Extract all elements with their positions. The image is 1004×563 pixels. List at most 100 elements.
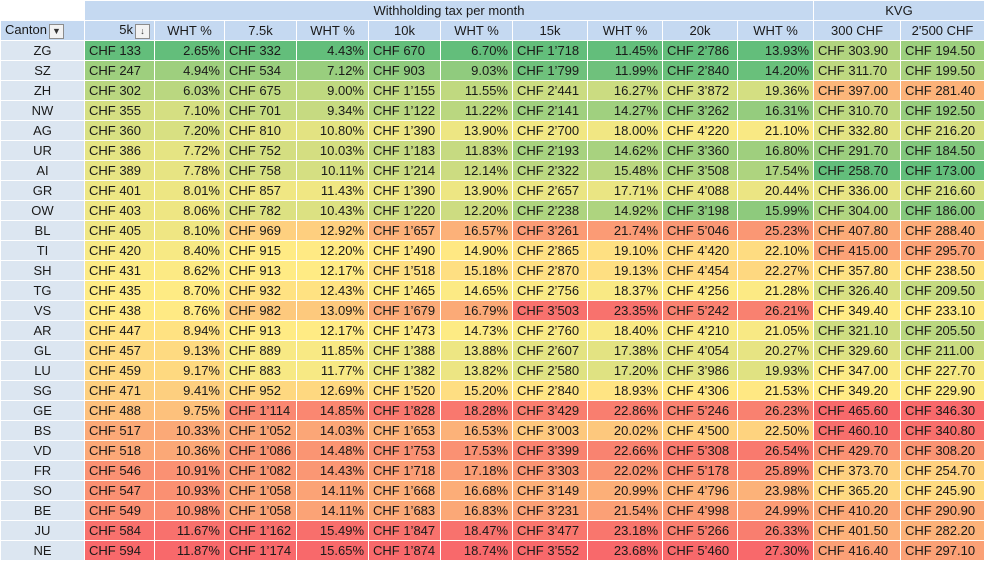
amount-cell[interactable]: CHF 915 xyxy=(224,240,297,261)
wht-percent-cell[interactable]: 23.18% xyxy=(587,520,663,541)
amount-cell[interactable]: CHF 192.50 xyxy=(900,100,985,121)
wht-percent-cell[interactable]: 23.35% xyxy=(587,300,663,321)
amount-cell[interactable]: CHF 310.70 xyxy=(813,100,901,121)
amount-cell[interactable]: CHF 373.70 xyxy=(813,460,901,481)
amount-cell[interactable]: CHF 1’183 xyxy=(368,140,441,161)
amount-cell[interactable]: CHF 5’308 xyxy=(662,440,738,461)
wht-percent-cell[interactable]: 15.18% xyxy=(440,260,513,281)
amount-cell[interactable]: CHF 4’796 xyxy=(662,480,738,501)
canton-cell[interactable]: NE xyxy=(0,540,85,561)
amount-cell[interactable]: CHF 3’262 xyxy=(662,100,738,121)
amount-cell[interactable]: CHF 3’477 xyxy=(512,520,588,541)
wht-percent-cell[interactable]: 10.91% xyxy=(154,460,225,481)
wht-percent-cell[interactable]: 7.20% xyxy=(154,120,225,141)
amount-cell[interactable]: CHF 4’306 xyxy=(662,380,738,401)
wht-percent-cell[interactable]: 21.74% xyxy=(587,220,663,241)
wht-percent-cell[interactable]: 18.74% xyxy=(440,540,513,561)
wht-percent-cell[interactable]: 4.43% xyxy=(296,40,369,61)
amount-cell[interactable]: CHF 1’058 xyxy=(224,500,297,521)
wht-percent-cell[interactable]: 21.05% xyxy=(737,320,814,341)
amount-cell[interactable]: CHF 594 xyxy=(84,540,155,561)
wht-percent-cell[interactable]: 14.48% xyxy=(296,440,369,461)
wht-percent-cell[interactable]: 14.65% xyxy=(440,280,513,301)
amount-cell[interactable]: CHF 584 xyxy=(84,520,155,541)
amount-cell[interactable]: CHF 517 xyxy=(84,420,155,441)
wht-percent-cell[interactable]: 14.43% xyxy=(296,460,369,481)
amount-cell[interactable]: CHF 1’679 xyxy=(368,300,441,321)
amount-cell[interactable]: CHF 340.80 xyxy=(900,420,985,441)
amount-cell[interactable]: CHF 1’657 xyxy=(368,220,441,241)
wht-percent-cell[interactable]: 13.93% xyxy=(737,40,814,61)
canton-cell[interactable]: BE xyxy=(0,500,85,521)
amount-cell[interactable]: CHF 302 xyxy=(84,80,155,101)
wht-percent-cell[interactable]: 11.55% xyxy=(440,80,513,101)
wht-percent-cell[interactable]: 7.72% xyxy=(154,140,225,161)
amount-cell[interactable]: CHF 308.20 xyxy=(900,440,985,461)
amount-cell[interactable]: CHF 4’998 xyxy=(662,500,738,521)
amount-cell[interactable]: CHF 782 xyxy=(224,200,297,221)
wht-percent-cell[interactable]: 16.31% xyxy=(737,100,814,121)
amount-cell[interactable]: CHF 889 xyxy=(224,340,297,361)
wht-percent-cell[interactable]: 18.93% xyxy=(587,380,663,401)
amount-cell[interactable]: CHF 332 xyxy=(224,40,297,61)
amount-cell[interactable]: CHF 857 xyxy=(224,180,297,201)
amount-cell[interactable]: CHF 247 xyxy=(84,60,155,81)
wht-percent-cell[interactable]: 13.90% xyxy=(440,180,513,201)
amount-cell[interactable]: CHF 1’465 xyxy=(368,280,441,301)
amount-cell[interactable]: CHF 549 xyxy=(84,500,155,521)
amount-cell[interactable]: CHF 431 xyxy=(84,260,155,281)
amount-cell[interactable]: CHF 2’441 xyxy=(512,80,588,101)
amount-cell[interactable]: CHF 1’847 xyxy=(368,520,441,541)
wht-percent-cell[interactable]: 15.65% xyxy=(296,540,369,561)
amount-cell[interactable]: CHF 488 xyxy=(84,400,155,421)
wht-percent-cell[interactable]: 6.03% xyxy=(154,80,225,101)
canton-cell[interactable]: AR xyxy=(0,320,85,341)
amount-cell[interactable]: CHF 416.40 xyxy=(813,540,901,561)
wht-percent-cell[interactable]: 12.20% xyxy=(440,200,513,221)
wht-percent-cell[interactable]: 18.37% xyxy=(587,280,663,301)
amount-cell[interactable]: CHF 3’003 xyxy=(512,420,588,441)
amount-cell[interactable]: CHF 1’220 xyxy=(368,200,441,221)
amount-cell[interactable]: CHF 675 xyxy=(224,80,297,101)
amount-cell[interactable]: CHF 883 xyxy=(224,360,297,381)
amount-cell[interactable]: CHF 701 xyxy=(224,100,297,121)
amount-cell[interactable]: CHF 4’054 xyxy=(662,340,738,361)
canton-cell[interactable]: FR xyxy=(0,460,85,481)
wht-percent-cell[interactable]: 9.75% xyxy=(154,400,225,421)
amount-cell[interactable]: CHF 1’668 xyxy=(368,480,441,501)
wht-percent-cell[interactable]: 15.20% xyxy=(440,380,513,401)
amount-cell[interactable]: CHF 4’454 xyxy=(662,260,738,281)
wht-percent-cell[interactable]: 19.13% xyxy=(587,260,663,281)
wht-percent-cell[interactable]: 24.99% xyxy=(737,500,814,521)
wht-percent-cell[interactable]: 14.62% xyxy=(587,140,663,161)
amount-cell[interactable]: CHF 2’700 xyxy=(512,120,588,141)
wht-percent-cell[interactable]: 22.10% xyxy=(737,240,814,261)
wht-percent-cell[interactable]: 11.99% xyxy=(587,60,663,81)
amount-cell[interactable]: CHF 1’052 xyxy=(224,420,297,441)
amount-cell[interactable]: CHF 401 xyxy=(84,180,155,201)
wht-percent-cell[interactable]: 10.98% xyxy=(154,500,225,521)
wht-percent-cell[interactable]: 9.34% xyxy=(296,100,369,121)
amount-cell[interactable]: CHF 3’986 xyxy=(662,360,738,381)
amount-cell[interactable]: CHF 913 xyxy=(224,260,297,281)
amount-cell[interactable]: CHF 288.40 xyxy=(900,220,985,241)
amount-cell[interactable]: CHF 1’086 xyxy=(224,440,297,461)
amount-cell[interactable]: CHF 1’174 xyxy=(224,540,297,561)
amount-cell[interactable]: CHF 311.70 xyxy=(813,60,901,81)
wht-percent-cell[interactable]: 15.49% xyxy=(296,520,369,541)
amount-cell[interactable]: CHF 386 xyxy=(84,140,155,161)
amount-cell[interactable]: CHF 3’198 xyxy=(662,200,738,221)
canton-cell[interactable]: JU xyxy=(0,520,85,541)
amount-cell[interactable]: CHF 2’141 xyxy=(512,100,588,121)
amount-cell[interactable]: CHF 258.70 xyxy=(813,160,901,181)
amount-cell[interactable]: CHF 403 xyxy=(84,200,155,221)
wht-percent-cell[interactable]: 8.06% xyxy=(154,200,225,221)
wht-percent-cell[interactable]: 7.12% xyxy=(296,60,369,81)
wht-percent-cell[interactable]: 21.54% xyxy=(587,500,663,521)
amount-cell[interactable]: CHF 1’653 xyxy=(368,420,441,441)
filter-dropdown-icon[interactable]: ▼ xyxy=(48,23,64,39)
amount-cell[interactable]: CHF 2’786 xyxy=(662,40,738,61)
canton-cell[interactable]: ZH xyxy=(0,80,85,101)
amount-cell[interactable]: CHF 3’360 xyxy=(662,140,738,161)
amount-cell[interactable]: CHF 459 xyxy=(84,360,155,381)
